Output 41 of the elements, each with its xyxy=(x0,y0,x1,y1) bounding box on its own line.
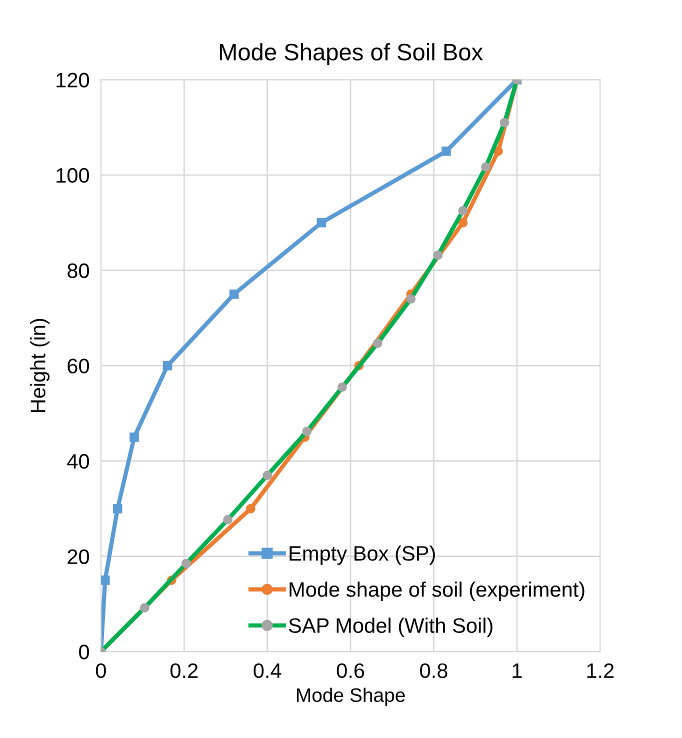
point xyxy=(112,504,122,514)
y-tick-label: 20 xyxy=(68,549,90,564)
x-axis-title: Mode Shape xyxy=(297,688,405,706)
legend-label: Empty Box (SP) xyxy=(290,545,435,565)
x-tick-label: 0.4 xyxy=(254,663,282,678)
x-tick-label: 1.2 xyxy=(587,663,614,678)
point xyxy=(458,206,468,216)
point xyxy=(372,338,382,348)
chart-title: Mode Shapes of Soil Box xyxy=(220,43,483,66)
y-tick-label: 60 xyxy=(68,358,90,374)
point xyxy=(246,504,256,514)
y-tick-label: 40 xyxy=(67,454,90,469)
point xyxy=(433,250,443,260)
point xyxy=(316,218,326,228)
legend-label: SAP Model (With Soil) xyxy=(288,618,492,638)
point xyxy=(442,146,451,156)
point xyxy=(130,432,139,442)
y-tick-label: 120 xyxy=(56,72,90,88)
y-tick-label: 0 xyxy=(79,644,90,660)
point xyxy=(100,576,110,585)
point xyxy=(406,294,416,304)
point xyxy=(302,426,312,436)
x-tick-label: 0.8 xyxy=(420,663,448,678)
point xyxy=(338,382,347,392)
point xyxy=(458,218,468,228)
x-tick-label: 0 xyxy=(96,663,106,678)
x-tick-label: 0.6 xyxy=(336,663,364,678)
point xyxy=(162,361,172,370)
point xyxy=(262,470,272,480)
x-tick-label: 1 xyxy=(512,664,522,678)
y-tick-label: 100 xyxy=(56,168,90,183)
point xyxy=(140,603,150,612)
point xyxy=(223,514,232,524)
y-tick-label: 80 xyxy=(68,263,90,278)
y-axis-title: Height (in) xyxy=(30,318,50,412)
legend-label: Mode shape of soil (experiment) xyxy=(290,582,584,601)
point xyxy=(182,558,191,568)
point xyxy=(229,290,239,299)
point xyxy=(481,162,490,172)
x-tick-label: 0.2 xyxy=(170,663,198,678)
point xyxy=(500,118,510,128)
